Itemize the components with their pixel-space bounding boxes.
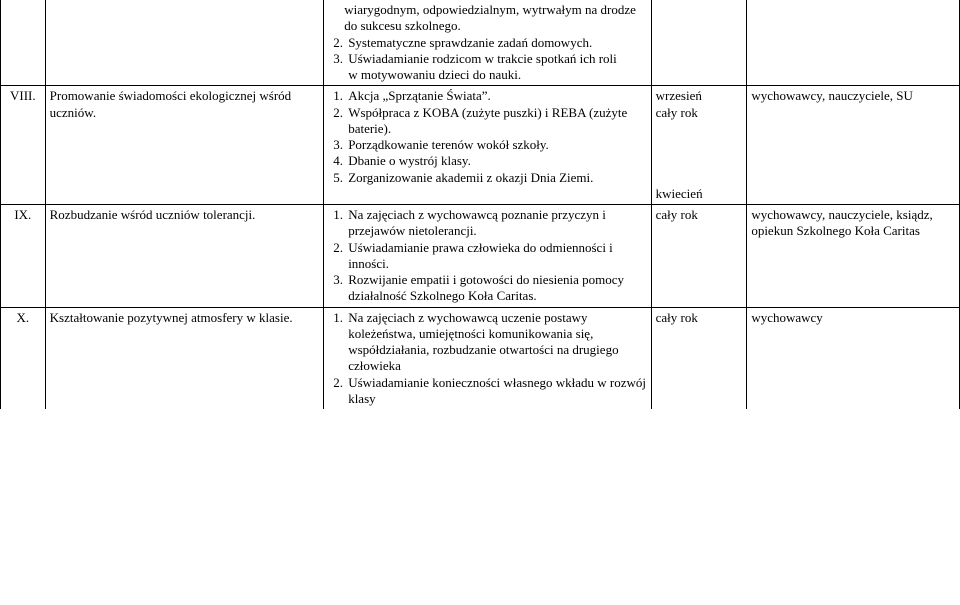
term-line: cały rok	[656, 105, 743, 121]
table-row: wiarygodnym, odpowiedzialnym, wytrwałym …	[1, 0, 960, 86]
term-line	[656, 137, 743, 153]
term-line	[656, 170, 743, 186]
term-line	[656, 153, 743, 169]
row-resp: wychowawcy	[747, 307, 960, 409]
task-item: Na zajęciach z wychowawcą uczenie postaw…	[346, 310, 646, 375]
row-resp: wychowawcy, nauczyciele, SU	[747, 86, 960, 205]
row-term	[651, 0, 747, 86]
task-item: Porządkowanie terenów wokół szkoły.	[346, 137, 646, 153]
row-resp: wychowawcy, nauczyciele, ksiądz, opiekun…	[747, 205, 960, 308]
task-item: Współpraca z KOBA (zużyte puszki) i REBA…	[346, 105, 646, 138]
task-item: Dbanie o wystrój klasy.	[346, 153, 646, 169]
term-line: wrzesień	[656, 88, 743, 104]
row-number: IX.	[1, 205, 46, 308]
row-topic: Rozbudzanie wśród uczniów tolerancji.	[45, 205, 324, 308]
task-item: Na zajęciach z wychowawcą poznanie przyc…	[346, 207, 646, 240]
plan-table: wiarygodnym, odpowiedzialnym, wytrwałym …	[0, 0, 960, 409]
task-item: Uświadamianie rodzicom w trakcie spotkań…	[346, 51, 646, 84]
task-item: Uświadamianie prawa człowieka do odmienn…	[346, 240, 646, 273]
row-topic	[45, 0, 324, 86]
task-item: Systematyczne sprawdzanie zadań domowych…	[346, 35, 646, 51]
row-resp	[747, 0, 960, 86]
row-tasks: Akcja „Sprzątanie Świata”. Współpraca z …	[324, 86, 651, 205]
task-item: Akcja „Sprzątanie Świata”.	[346, 88, 646, 104]
task-item: Rozwijanie empatii i gotowości do niesie…	[346, 272, 646, 305]
row-tasks: Na zajęciach z wychowawcą poznanie przyc…	[324, 205, 651, 308]
row-number: VIII.	[1, 86, 46, 205]
row-tasks: Na zajęciach z wychowawcą uczenie postaw…	[324, 307, 651, 409]
row-tasks: wiarygodnym, odpowiedzialnym, wytrwałym …	[324, 0, 651, 86]
row-number	[1, 0, 46, 86]
task-item: Zorganizowanie akademii z okazji Dnia Zi…	[346, 170, 646, 186]
row-term: cały rok	[651, 307, 747, 409]
table-row: VIII. Promowanie świadomości ekologiczne…	[1, 86, 960, 205]
plan-table-body: wiarygodnym, odpowiedzialnym, wytrwałym …	[1, 0, 960, 409]
row-number: X.	[1, 307, 46, 409]
row-topic: Promowanie świadomości ekologicznej wśró…	[45, 86, 324, 205]
row-topic: Kształtowanie pozytywnej atmosfery w kla…	[45, 307, 324, 409]
task-pre-line: wiarygodnym, odpowiedzialnym, wytrwałym …	[328, 2, 646, 35]
row-term: cały rok	[651, 205, 747, 308]
row-term: wrzesień cały rok kwiecień	[651, 86, 747, 205]
task-item: Uświadamianie konieczności własnego wkła…	[346, 375, 646, 408]
table-row: IX. Rozbudzanie wśród uczniów tolerancji…	[1, 205, 960, 308]
table-row: X. Kształtowanie pozytywnej atmosfery w …	[1, 307, 960, 409]
term-line	[656, 121, 743, 137]
term-line: kwiecień	[656, 186, 743, 202]
